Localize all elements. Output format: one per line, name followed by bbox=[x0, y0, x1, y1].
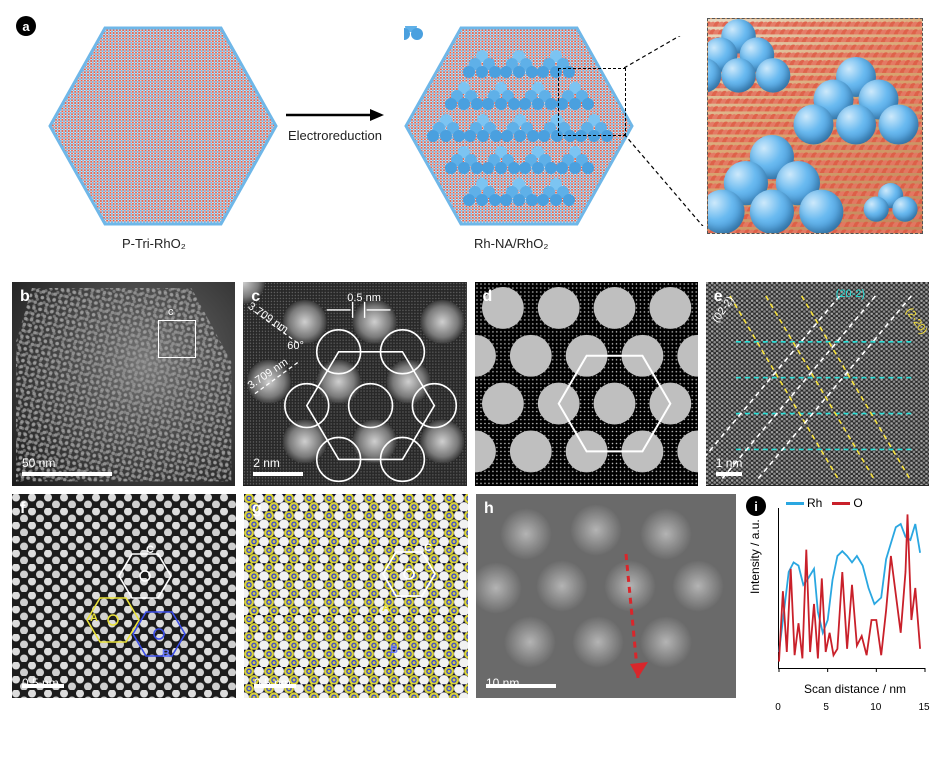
zoom-cluster bbox=[860, 183, 923, 234]
angle-label: 60° bbox=[287, 340, 304, 352]
haadf-clusters bbox=[243, 282, 466, 485]
panel-e-label: e bbox=[714, 288, 723, 306]
scalebar-text: 10 nm bbox=[486, 676, 519, 690]
panel-g: g bbox=[244, 494, 468, 698]
atomic-image bbox=[12, 494, 236, 698]
scalebar bbox=[716, 472, 742, 476]
panel-i: i Rh O Intensity / a.u. Scan distance / … bbox=[744, 494, 929, 698]
figure-root: a P-Tri-RhO₂ bbox=[12, 12, 929, 698]
panel-f-label: f bbox=[20, 500, 25, 518]
panel-c: c bbox=[243, 282, 466, 486]
scalebar-text: 1 nm bbox=[716, 456, 743, 470]
inset-marker-label: c bbox=[168, 306, 174, 318]
plane-cyan: (20-2) bbox=[836, 288, 865, 300]
panel-b-label: b bbox=[20, 288, 30, 306]
site-A: A bbox=[382, 602, 390, 614]
panel-a: a P-Tri-RhO₂ bbox=[12, 12, 929, 274]
scalebar bbox=[22, 472, 112, 476]
panel-d: d bbox=[475, 282, 698, 486]
zoom-cluster bbox=[806, 57, 906, 157]
site-B: B bbox=[390, 644, 398, 656]
panel-f: f C A bbox=[12, 494, 236, 698]
site-C: C bbox=[146, 544, 154, 556]
scalebar-text: 0.5 nm bbox=[254, 676, 291, 690]
arrow-label: Electroreduction bbox=[288, 128, 382, 143]
tem-texture bbox=[12, 282, 235, 485]
panel-i-label: i bbox=[746, 496, 766, 516]
chart-plot bbox=[779, 508, 925, 668]
panel-g-label: g bbox=[252, 500, 262, 518]
panel-d-label: d bbox=[483, 288, 493, 306]
row-fghi: f C A bbox=[12, 494, 929, 698]
haadf-linescan bbox=[476, 494, 736, 698]
site-A: A bbox=[90, 612, 98, 624]
model-lattice bbox=[244, 494, 468, 698]
schematic-array bbox=[475, 282, 698, 485]
site-B: B bbox=[162, 648, 170, 660]
chart-xlabel: Scan distance / nm bbox=[804, 682, 906, 696]
panel-e: e bbox=[706, 282, 929, 486]
row-bcde: b c 50 nm c bbox=[12, 282, 929, 486]
zoom-callout-box bbox=[558, 68, 626, 136]
chart-axes bbox=[778, 508, 925, 669]
caption-reduced: Rh-NA/RhO₂ bbox=[474, 236, 548, 251]
chart-ylabel: Intensity / a.u. bbox=[748, 519, 762, 594]
panel-a-label: a bbox=[16, 16, 36, 36]
zoom-cluster bbox=[707, 19, 788, 111]
inset-marker bbox=[158, 320, 196, 358]
gap-label: 0.5 nm bbox=[347, 292, 381, 304]
panel-h: h 10 nm bbox=[476, 494, 736, 698]
scalebar-text: 2 nm bbox=[253, 456, 280, 470]
caption-pristine: P-Tri-RhO₂ bbox=[122, 236, 186, 251]
panel-c-label: c bbox=[251, 288, 260, 306]
panel-b: b c 50 nm bbox=[12, 282, 235, 486]
scalebar-text: 0.5 nm bbox=[22, 676, 59, 690]
zoom-callout-lines bbox=[624, 36, 708, 226]
hexagon-pristine bbox=[48, 26, 278, 226]
scalebar-text: 50 nm bbox=[22, 456, 55, 470]
lattice-planes bbox=[706, 282, 929, 485]
site-C: C bbox=[424, 542, 432, 554]
panel-h-label: h bbox=[484, 500, 494, 518]
zoom-inset bbox=[707, 18, 923, 234]
scalebar bbox=[253, 472, 303, 476]
zoom-cluster bbox=[716, 135, 820, 234]
